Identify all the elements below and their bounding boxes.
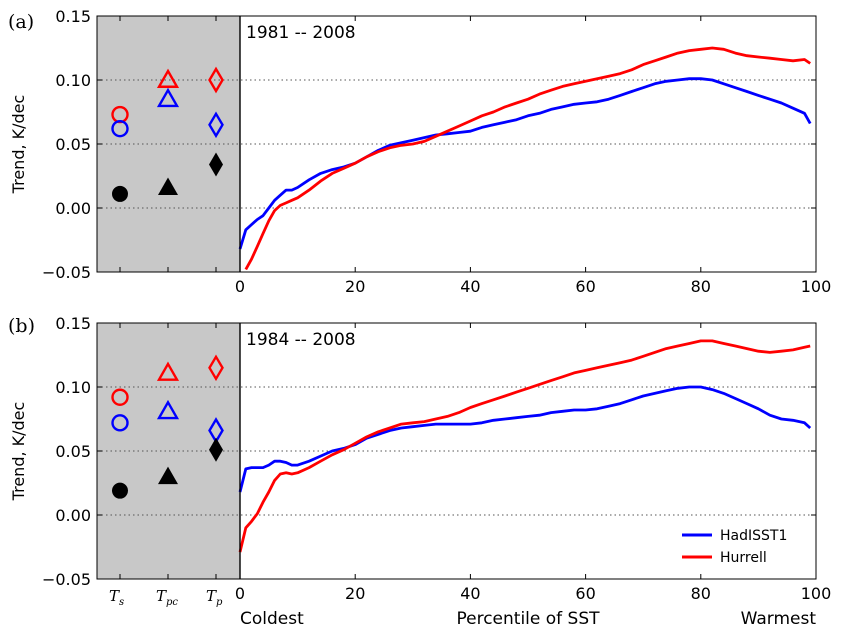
marker-tp-diamond <box>209 437 223 462</box>
y-tick-label: 0.15 <box>55 7 91 26</box>
x-tick-label: 100 <box>801 584 832 603</box>
y-tick-label: 0.05 <box>55 135 91 154</box>
y-tick-label: 0.10 <box>55 71 91 90</box>
x-tick-label: 20 <box>345 584 365 603</box>
y-tick-label: 0.10 <box>55 378 91 397</box>
panel-label: (b) <box>8 315 35 337</box>
x-tick-label: 80 <box>691 277 711 296</box>
series-lines <box>238 46 812 271</box>
legend: HadISST1 Hurrell <box>682 528 787 566</box>
x-tick-label: 0 <box>235 584 245 603</box>
marker-tpc-triangle <box>158 466 178 485</box>
legend-label-hadisst1: HadISST1 <box>720 528 787 544</box>
marker-ts-circle <box>112 185 128 202</box>
y-tick-label: −0.05 <box>42 570 91 589</box>
marker-ts-circle <box>111 119 129 138</box>
y-axis-label: Trend, K/dec <box>9 402 28 502</box>
y-axis-label: Trend, K/dec <box>9 95 28 195</box>
x-tick-label: 40 <box>460 584 480 603</box>
marker-tp-diamond <box>209 152 223 177</box>
y-tick-label: 0.15 <box>55 314 91 333</box>
x-axis-label: Percentile of SST <box>456 609 600 629</box>
marker-tp-diamond <box>208 111 224 139</box>
marker-ts-circle <box>111 388 129 406</box>
series-line-hurrell <box>244 46 811 271</box>
plot-frame <box>96 15 817 273</box>
marker-tp-diamond <box>208 354 224 382</box>
marker-tpc-triangle <box>156 68 180 88</box>
x-axis-label-warmest: Warmest <box>741 609 817 629</box>
x-tick-label: 40 <box>460 277 480 296</box>
period-label: 1984 -- 2008 <box>246 330 356 350</box>
plot-frame <box>96 322 817 580</box>
panel-b: −0.05 0.00 0.05 0.10 0.15 0 20 40 60 80 100 (b) 1… <box>8 314 831 629</box>
marker-tpc-triangle <box>156 361 180 381</box>
series-line-hadisst1 <box>238 385 812 493</box>
y-tick-label: 0.00 <box>55 506 91 525</box>
series-line-hadisst1 <box>238 77 812 250</box>
marker-ts-circle <box>111 414 129 432</box>
category-label-tp: Tp <box>206 587 223 608</box>
x-tick-label: 60 <box>575 277 595 296</box>
category-markers <box>111 354 224 499</box>
series-line-hurrell <box>238 339 811 553</box>
x-axis-label-coldest: Coldest <box>240 609 304 629</box>
marker-ts-circle <box>112 482 128 499</box>
legend-label-hurrell: Hurrell <box>720 550 767 566</box>
x-tick-label: 80 <box>691 584 711 603</box>
series-lines <box>238 339 812 553</box>
marker-tp-diamond <box>208 66 224 94</box>
x-tick-label: 60 <box>575 584 595 603</box>
y-axis-ticks: −0.05 0.00 0.05 0.10 0.15 <box>42 314 816 589</box>
category-label-ts: Ts <box>109 587 124 608</box>
panel-a: −0.05 0.00 0.05 0.10 0.15 0 20 40 60 80 100 (a) 1… <box>8 7 831 296</box>
y-tick-label: 0.05 <box>55 442 91 461</box>
marker-tpc-triangle <box>156 399 180 420</box>
category-markers <box>111 66 224 202</box>
y-tick-label: −0.05 <box>42 263 91 282</box>
x-tick-label: 20 <box>345 277 365 296</box>
period-label: 1981 -- 2008 <box>246 23 356 43</box>
y-tick-label: 0.00 <box>55 199 91 218</box>
panel-label: (a) <box>8 11 34 33</box>
marker-tpc-triangle <box>156 87 180 108</box>
x-tick-label: 0 <box>235 277 245 296</box>
marker-tpc-triangle <box>158 177 178 196</box>
y-axis-ticks: −0.05 0.00 0.05 0.10 0.15 <box>42 7 816 282</box>
category-label-tpc: Tpc <box>156 587 178 608</box>
x-axis-ticks: 0 20 40 60 80 100 <box>119 323 832 603</box>
x-tick-label: 100 <box>801 277 832 296</box>
